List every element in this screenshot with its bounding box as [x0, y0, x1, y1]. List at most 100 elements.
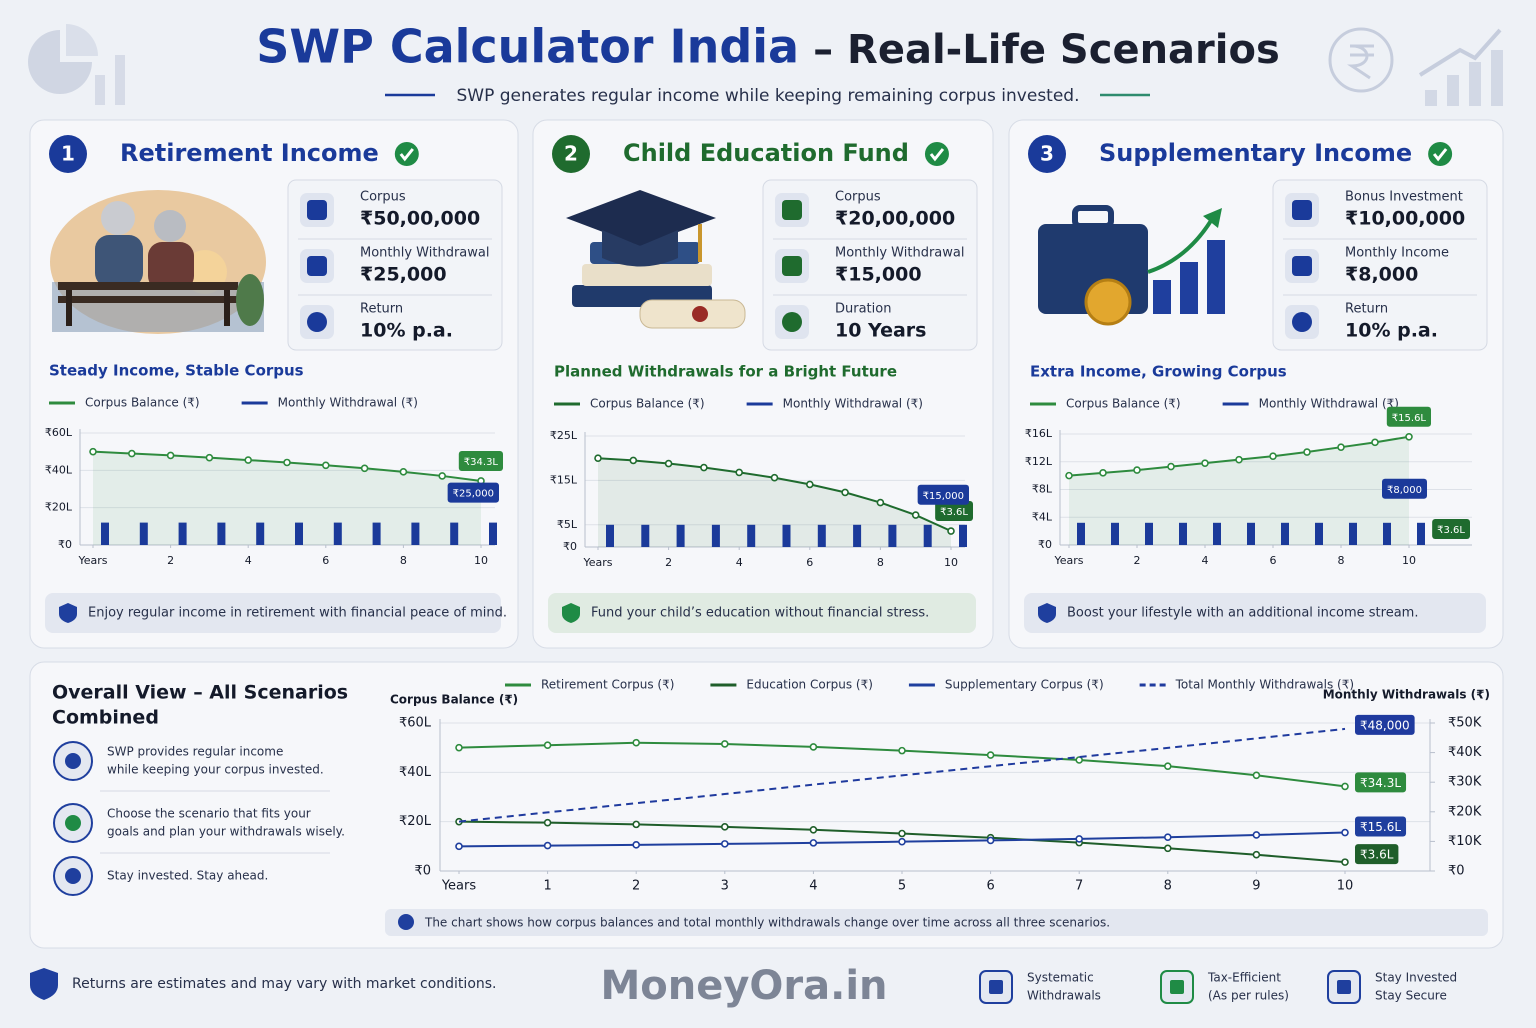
legend-label: Education Corpus (₹) [746, 678, 873, 692]
bar [1111, 522, 1119, 545]
note-box [548, 593, 976, 633]
stat-value: ₹10,00,000 [1345, 208, 1465, 230]
point [805, 480, 814, 489]
point [1341, 782, 1349, 791]
point [244, 456, 252, 464]
point [438, 472, 447, 480]
x-tick-label: 3 [721, 879, 729, 894]
value-label-box [447, 482, 499, 503]
y-tick-label: ₹16L [1025, 427, 1053, 440]
value-label: ₹34.3L [464, 457, 499, 468]
y2-tick-label: ₹20K [1448, 804, 1482, 819]
x-tick-label: 6 [806, 556, 813, 569]
stat-value: ₹15,000 [835, 264, 922, 286]
value-label-box [1432, 519, 1470, 539]
x-tick-label: 5 [898, 879, 906, 894]
point [720, 823, 729, 831]
point [841, 488, 849, 497]
legend-label: Corpus Balance (₹) [85, 396, 200, 410]
point [809, 743, 818, 751]
stat-label: Return [360, 302, 403, 317]
value-label-group: ₹15,000 [917, 484, 969, 505]
y2-tick-label: ₹50K [1448, 716, 1482, 731]
bar [489, 522, 497, 545]
x-tick-label: 4 [809, 879, 817, 894]
bar [711, 524, 720, 547]
point [543, 818, 552, 827]
value-label-group: ₹3.6L [1355, 844, 1399, 865]
x-tick-label: 4 [245, 554, 252, 567]
x-tick-label: 1 [543, 879, 551, 894]
stats-box [762, 179, 978, 351]
header-deco-left [28, 24, 125, 105]
point [1099, 469, 1107, 477]
stat-label: Corpus [360, 190, 406, 205]
y-tick-label: ₹0 [1038, 538, 1052, 551]
bar [101, 522, 109, 545]
point [700, 463, 708, 472]
point-text: goals and plan your withdrawals wisely. [107, 825, 345, 839]
bar [450, 522, 459, 545]
point [1133, 466, 1141, 474]
bar [641, 524, 650, 547]
value-label: ₹8,000 [1387, 485, 1422, 496]
shield-icon [30, 968, 58, 1000]
y-tick-label: ₹60L [45, 426, 73, 439]
step-number: 2 [564, 142, 578, 166]
point [455, 842, 463, 851]
point [720, 840, 729, 848]
legend-label: Corpus Balance (₹) [590, 397, 705, 411]
value-label-box [917, 484, 969, 505]
value-label-group: ₹8,000 [1382, 478, 1427, 499]
point [1164, 844, 1172, 853]
point [986, 751, 995, 759]
stat-label: Duration [835, 302, 891, 317]
point [1371, 438, 1379, 447]
point [1075, 756, 1083, 764]
bar [1383, 522, 1391, 545]
stat-value: ₹8,000 [1345, 264, 1418, 286]
bar [295, 522, 303, 545]
y2-tick-label: ₹40K [1448, 745, 1482, 760]
y-tick-label: ₹0 [563, 540, 577, 553]
check-mark [399, 148, 414, 162]
header-deco-right [1328, 27, 1503, 106]
value-label-group: ₹34.3L [458, 450, 503, 471]
value-label-box [1355, 816, 1407, 837]
x-tick-label: Years [441, 879, 477, 894]
point-text: Stay invested. Stay ahead. [107, 869, 268, 883]
point [876, 498, 885, 507]
bar [333, 522, 342, 545]
badge-icon-core [1170, 980, 1184, 994]
point [594, 454, 602, 463]
badge-icon-core [1337, 980, 1351, 994]
x-tick-label: 10 [1337, 879, 1354, 894]
point [321, 461, 330, 470]
check-mark [929, 148, 945, 162]
point-text: while keeping your corpus invested. [107, 763, 324, 777]
y-tick-label: ₹12L [1025, 455, 1053, 468]
bar [959, 524, 967, 547]
y-tick-label: ₹40L [45, 463, 73, 476]
stat-icon-glyph [307, 200, 327, 220]
card-title: Supplementary Income [1099, 139, 1412, 167]
brand: MoneyOra.in [600, 963, 887, 1009]
value-label-group: ₹25,000 [447, 482, 499, 503]
point [947, 527, 955, 535]
x-tick-label: 4 [736, 556, 743, 569]
line [458, 727, 1346, 823]
stat-label: Monthly Withdrawal [835, 246, 964, 261]
stat-value: ₹20,00,000 [835, 208, 955, 230]
step-number: 3 [1040, 142, 1054, 166]
value-label-box [935, 501, 973, 522]
value-label: ₹15,000 [923, 491, 964, 502]
point [1341, 858, 1349, 866]
x-tick-label: Years [582, 556, 612, 569]
check-icon [394, 142, 419, 166]
value-label-group: ₹15.6L [1355, 816, 1407, 837]
chart-title: Extra Income, Growing Corpus [1030, 363, 1287, 381]
title: SWP Calculator India [256, 20, 799, 74]
bar [606, 524, 614, 547]
bar [1213, 522, 1221, 545]
point [809, 839, 818, 847]
